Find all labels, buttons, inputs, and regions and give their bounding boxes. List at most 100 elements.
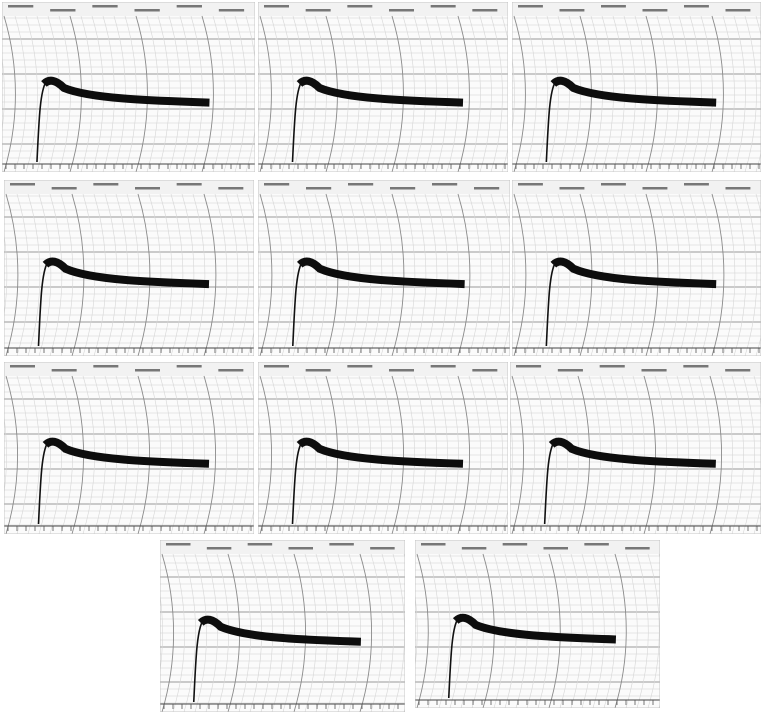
grid-arc — [113, 15, 126, 172]
grid-arc — [381, 553, 394, 712]
grid-arc — [47, 15, 60, 172]
grid-arc — [733, 193, 747, 356]
grid-arc — [292, 375, 305, 534]
header-print — [306, 187, 332, 190]
grid-arc — [258, 232, 262, 318]
grid-arc — [490, 193, 504, 356]
grid-arc — [326, 553, 339, 712]
grid-arc — [126, 193, 140, 356]
grid-arc — [236, 375, 249, 534]
grid-arc — [38, 193, 52, 356]
grid-arc — [636, 553, 649, 708]
grid-arc — [115, 375, 128, 534]
grid-arc — [258, 415, 261, 495]
header-print — [10, 183, 35, 186]
header-print — [472, 369, 498, 372]
grid-arc — [181, 375, 194, 534]
header-print — [725, 9, 751, 12]
grid-arc — [38, 375, 51, 534]
grid-arc — [225, 193, 239, 356]
grid-arc — [359, 553, 373, 712]
grid-arc — [709, 375, 723, 534]
trace-band — [550, 257, 717, 289]
strip-content — [512, 180, 761, 356]
header-print — [390, 187, 416, 190]
strip-content — [4, 362, 254, 534]
grid-arc — [415, 594, 418, 668]
grid-arc — [689, 15, 702, 172]
grid-arc — [391, 193, 405, 356]
grid-arc — [667, 193, 681, 356]
header-print — [472, 9, 498, 12]
grid-arc — [733, 15, 746, 172]
strip-content — [2, 2, 255, 172]
grid-arc — [665, 375, 678, 534]
grid-arc — [214, 375, 227, 534]
grid-arc — [259, 15, 272, 172]
grid-arc — [438, 553, 451, 708]
grid-arc — [544, 375, 557, 534]
grid-arc — [698, 375, 711, 534]
header-print — [166, 543, 191, 546]
header-print — [288, 547, 313, 550]
strip-content — [160, 540, 405, 712]
strip-content — [258, 180, 510, 356]
header-print — [264, 183, 290, 186]
grid-arc — [225, 375, 238, 534]
header-print — [725, 187, 751, 190]
grid-arc — [711, 193, 725, 356]
grid-arc — [755, 15, 761, 172]
grid-arc — [645, 15, 658, 172]
grid-arc — [557, 15, 570, 172]
grid-arc — [731, 375, 744, 534]
header-print — [625, 547, 650, 550]
grid-arc — [647, 553, 660, 708]
grid-arc — [148, 193, 162, 356]
grid-arc — [369, 193, 383, 356]
grid-arc — [172, 553, 185, 712]
header-print — [584, 543, 609, 546]
recorder-strip — [258, 180, 510, 356]
grid-arc — [501, 193, 510, 356]
grid-arc — [315, 553, 328, 712]
strip-content — [258, 2, 508, 172]
header-print — [264, 5, 289, 8]
grid-arc — [214, 193, 228, 356]
grid-arc — [293, 553, 307, 712]
recorder-strip — [2, 2, 255, 172]
header-print — [461, 547, 487, 550]
grid-arc — [5, 375, 19, 534]
grid-arc — [104, 193, 118, 356]
grid-arc — [416, 553, 429, 708]
strip-header — [4, 362, 254, 376]
paper — [415, 540, 660, 708]
grid-arc — [490, 375, 503, 534]
grid-arc — [380, 375, 393, 534]
grid-arc — [656, 15, 669, 172]
header-print — [135, 369, 160, 372]
header-print — [135, 187, 160, 190]
header-print — [642, 187, 668, 190]
trace-band — [42, 437, 210, 468]
grid-arc — [168, 15, 181, 172]
grid-arc — [479, 15, 492, 172]
trace-band — [42, 257, 210, 289]
header-print — [725, 369, 751, 372]
grid-arc — [270, 193, 284, 356]
grid-arc — [413, 193, 427, 356]
header-print — [134, 9, 160, 12]
header-print — [347, 365, 373, 368]
grid-arc — [3, 15, 16, 172]
header-print — [389, 9, 414, 12]
grid-arc — [612, 193, 626, 356]
grid-arc — [634, 15, 647, 172]
strip-header — [258, 2, 508, 16]
trace-band — [41, 76, 210, 107]
grid-arc — [753, 375, 761, 534]
grid-arc — [369, 375, 382, 534]
header-print — [516, 365, 542, 368]
grid-arc — [16, 375, 29, 534]
grid-arc — [337, 553, 350, 712]
grid-arc — [27, 193, 41, 356]
recorder-strip — [415, 540, 660, 708]
